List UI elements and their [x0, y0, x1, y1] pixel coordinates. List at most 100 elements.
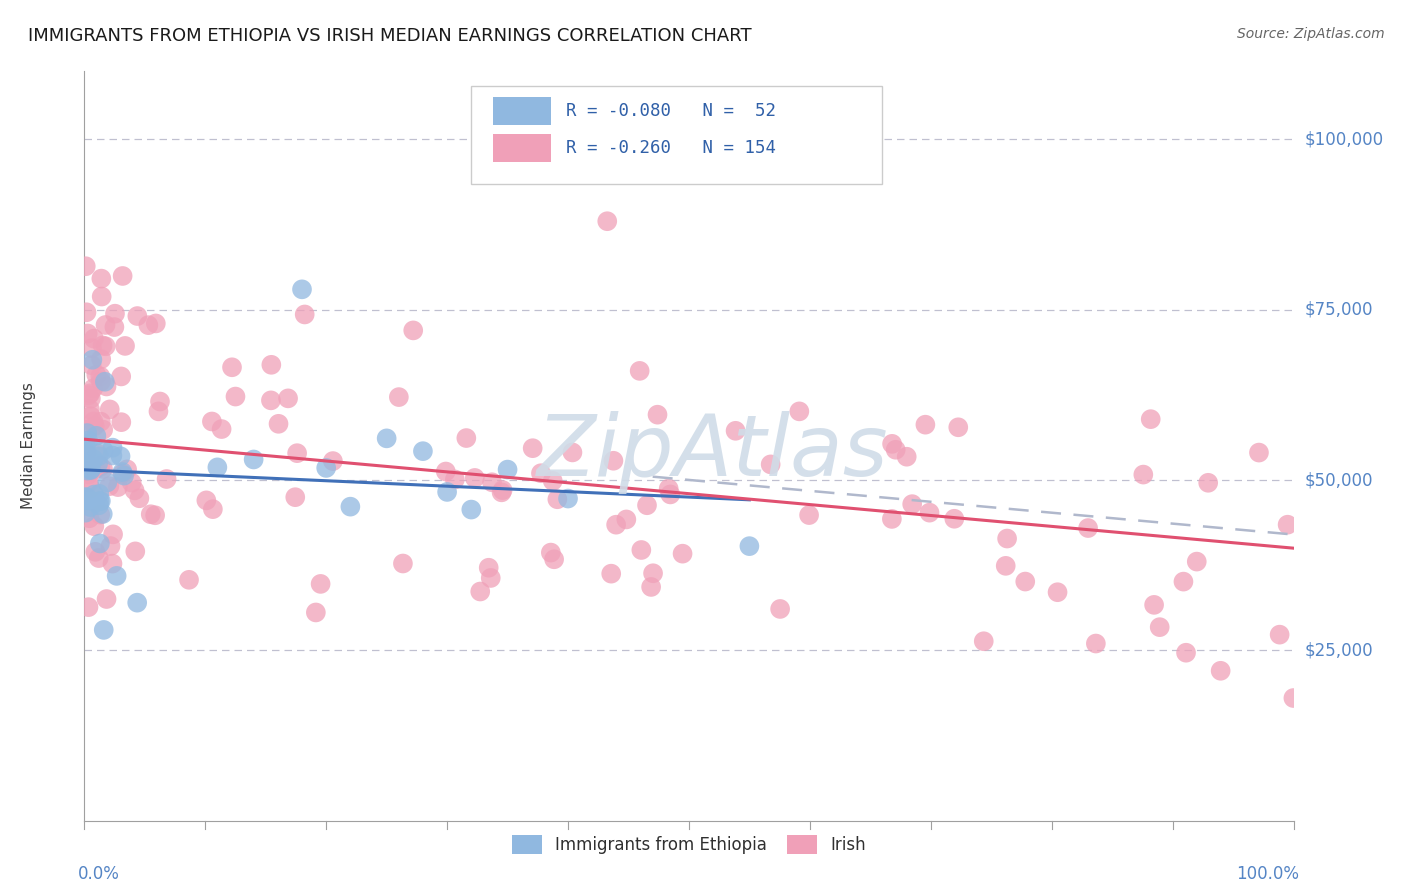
- Point: [110, 369, 132, 384]
- Point: [738, 539, 761, 553]
- Point: [121, 475, 143, 490]
- Point: [375, 431, 398, 445]
- Point: [104, 307, 127, 321]
- Point: [89, 369, 111, 384]
- Point: [91, 462, 114, 476]
- Point: [444, 473, 467, 487]
- Point: [630, 543, 652, 558]
- Point: [600, 566, 623, 581]
- Point: [145, 317, 167, 331]
- Point: [260, 358, 283, 372]
- Point: [101, 557, 124, 571]
- Point: [260, 393, 283, 408]
- Point: [111, 268, 134, 283]
- Text: $100,000: $100,000: [1305, 130, 1384, 148]
- Point: [90, 375, 112, 389]
- Point: [76, 491, 98, 505]
- Point: [82, 415, 104, 429]
- Point: [90, 271, 112, 285]
- Point: [94, 375, 117, 389]
- Point: [614, 512, 637, 526]
- Point: [285, 446, 308, 460]
- Point: [77, 388, 100, 402]
- Point: [115, 462, 138, 476]
- Point: [79, 511, 101, 525]
- Point: [540, 545, 562, 559]
- Point: [94, 318, 117, 332]
- Point: [628, 364, 651, 378]
- Point: [80, 341, 103, 355]
- Point: [139, 508, 162, 522]
- Point: [994, 558, 1017, 573]
- Point: [90, 352, 112, 367]
- Point: [896, 450, 918, 464]
- Text: 0.0%: 0.0%: [79, 865, 120, 883]
- Point: [277, 392, 299, 406]
- Point: [530, 467, 553, 481]
- Point: [481, 475, 503, 490]
- Point: [1132, 467, 1154, 482]
- Point: [75, 259, 97, 273]
- Point: [83, 419, 105, 434]
- Point: [98, 479, 121, 493]
- Point: [995, 532, 1018, 546]
- Point: [110, 450, 132, 464]
- Point: [1014, 574, 1036, 589]
- Point: [77, 475, 100, 490]
- Point: [80, 458, 103, 473]
- Point: [80, 409, 103, 424]
- Point: [339, 500, 361, 514]
- Point: [671, 547, 693, 561]
- Point: [305, 606, 328, 620]
- Point: [880, 512, 903, 526]
- Point: [388, 390, 411, 404]
- Text: Median Earnings: Median Earnings: [21, 383, 37, 509]
- Point: [101, 527, 124, 541]
- Point: [112, 468, 135, 483]
- Point: [107, 480, 129, 494]
- Point: [93, 443, 115, 458]
- Point: [557, 491, 579, 506]
- Point: [1143, 598, 1166, 612]
- Point: [87, 498, 110, 512]
- Point: [124, 544, 146, 558]
- Point: [76, 423, 98, 437]
- Point: [412, 444, 434, 458]
- Point: [479, 571, 502, 585]
- Point: [402, 323, 425, 337]
- Text: R = -0.260   N = 154: R = -0.260 N = 154: [565, 139, 776, 157]
- Point: [914, 417, 936, 432]
- Point: [87, 457, 110, 471]
- Point: [460, 502, 482, 516]
- Point: [84, 462, 107, 476]
- Point: [948, 420, 970, 434]
- Point: [91, 338, 114, 352]
- Point: [797, 508, 820, 522]
- Point: [79, 402, 101, 417]
- Text: $25,000: $25,000: [1305, 641, 1374, 659]
- Point: [1077, 521, 1099, 535]
- Point: [90, 494, 112, 508]
- Point: [100, 539, 122, 553]
- Point: [75, 492, 97, 507]
- Legend: Immigrants from Ethiopia, Irish: Immigrants from Ethiopia, Irish: [505, 829, 873, 861]
- Point: [138, 318, 160, 333]
- Point: [111, 465, 134, 479]
- Text: IMMIGRANTS FROM ETHIOPIA VS IRISH MEDIAN EARNINGS CORRELATION CHART: IMMIGRANTS FROM ETHIOPIA VS IRISH MEDIAN…: [28, 27, 752, 45]
- Point: [128, 491, 150, 506]
- Point: [75, 490, 97, 504]
- Point: [543, 552, 565, 566]
- Point: [84, 545, 107, 559]
- Point: [211, 422, 233, 436]
- Point: [522, 441, 544, 455]
- Point: [901, 497, 924, 511]
- Point: [77, 493, 100, 508]
- Point: [436, 484, 458, 499]
- Point: [90, 289, 112, 303]
- Point: [478, 560, 501, 574]
- Point: [82, 352, 104, 367]
- Point: [110, 415, 132, 429]
- Point: [105, 569, 128, 583]
- Point: [75, 457, 97, 471]
- Point: [242, 452, 264, 467]
